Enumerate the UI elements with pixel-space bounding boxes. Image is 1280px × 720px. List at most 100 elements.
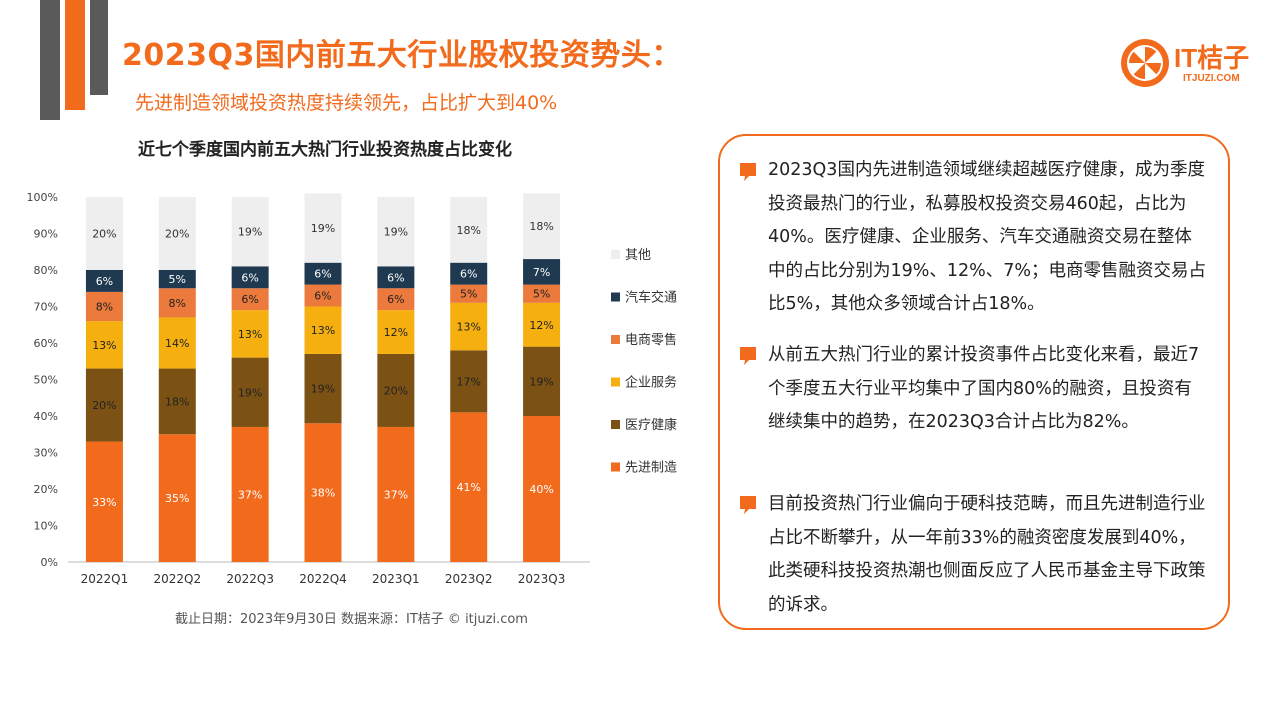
bar-segment bbox=[523, 416, 561, 562]
bar-value-label: 6% bbox=[460, 268, 477, 281]
x-tick-label: 2023Q3 bbox=[518, 572, 566, 586]
bar-segment bbox=[85, 368, 123, 442]
bar-segment bbox=[85, 291, 123, 322]
legend-label: 电商零售 bbox=[625, 332, 677, 348]
bar-value-label: 14% bbox=[165, 337, 189, 350]
bar-segment bbox=[85, 321, 123, 369]
x-tick-label: 2023Q1 bbox=[372, 572, 420, 586]
panel-paragraph-3: 目前投资热门行业偏向于硬科技范畴，而且先进制造行业占比不断攀升，从一年前33%的… bbox=[768, 494, 1206, 615]
bar-value-label: 6% bbox=[387, 293, 404, 306]
bar-segment bbox=[450, 262, 488, 285]
bar-value-label: 19% bbox=[238, 226, 262, 239]
bar-value-label: 12% bbox=[529, 319, 553, 332]
y-tick-label: 100% bbox=[27, 191, 58, 204]
bar-segment bbox=[85, 441, 123, 562]
x-tick-label: 2022Q3 bbox=[226, 572, 274, 586]
panel-paragraph-1: 2023Q3国内先进制造领域继续超越医疗健康，成为季度投资最热门的行业，私募股权… bbox=[768, 160, 1207, 314]
bar-value-label: 6% bbox=[387, 271, 404, 284]
bar-value-label: 37% bbox=[238, 488, 262, 501]
bar-segment bbox=[231, 266, 269, 289]
bar-value-label: 35% bbox=[165, 492, 189, 505]
bar-value-label: 6% bbox=[241, 293, 258, 306]
bar-value-label: 19% bbox=[238, 386, 262, 399]
legend-swatch bbox=[611, 462, 620, 472]
panel-paragraph-2: 从前五大热门行业的累计投资事件占比变化来看，最近7个季度五大行业平均集中了国内8… bbox=[768, 345, 1200, 432]
info-panel: 2023Q3国内先进制造领域继续超越医疗健康，成为季度投资最热门的行业，私募股权… bbox=[718, 134, 1230, 630]
legend-label: 先进制造 bbox=[625, 461, 677, 476]
decor-bar-middle bbox=[65, 0, 85, 110]
bar-segment bbox=[450, 302, 488, 351]
legend-label: 企业服务 bbox=[625, 375, 677, 391]
legend-swatch bbox=[611, 377, 620, 387]
legend-swatch bbox=[611, 335, 620, 344]
bar-segment bbox=[158, 317, 196, 369]
decor-bar-right bbox=[90, 0, 108, 95]
y-tick-label: 0% bbox=[41, 556, 58, 569]
y-tick-label: 60% bbox=[34, 337, 58, 350]
y-tick-label: 70% bbox=[34, 301, 58, 314]
bar-value-label: 19% bbox=[384, 226, 408, 239]
chart-title: 近七个季度国内前五大热门行业投资热度占比变化 bbox=[138, 140, 512, 160]
bar-segment bbox=[158, 288, 196, 318]
bar-value-label: 19% bbox=[529, 375, 553, 388]
bar-segment bbox=[523, 284, 561, 303]
bar-segment bbox=[85, 270, 123, 292]
bar-segment bbox=[377, 310, 415, 354]
bar-value-label: 13% bbox=[456, 321, 480, 334]
y-tick-label: 50% bbox=[34, 374, 58, 387]
bar-segment bbox=[231, 357, 269, 427]
bar-value-label: 6% bbox=[314, 268, 331, 281]
bar-value-label: 7% bbox=[533, 266, 550, 279]
bar-value-label: 33% bbox=[92, 496, 116, 509]
legend-swatch bbox=[611, 420, 620, 429]
bar-value-label: 13% bbox=[238, 328, 262, 341]
bar-segment bbox=[304, 284, 342, 307]
bar-value-label: 20% bbox=[92, 399, 116, 412]
speech-bubble-icon bbox=[740, 496, 756, 514]
bar-value-label: 19% bbox=[311, 222, 335, 235]
x-tick-label: 2023Q2 bbox=[445, 572, 493, 586]
x-tick-label: 2022Q2 bbox=[153, 572, 201, 586]
bar-segment bbox=[231, 197, 269, 267]
bar-segment bbox=[231, 288, 269, 311]
bar-value-label: 20% bbox=[92, 228, 116, 241]
bar-segment bbox=[304, 353, 342, 424]
bar-value-label: 37% bbox=[384, 488, 408, 501]
legend-label: 汽车交通 bbox=[625, 290, 677, 306]
logo-url: ITJUZI.COM bbox=[1183, 73, 1240, 84]
bar-value-label: 5% bbox=[460, 288, 477, 301]
bar-segment bbox=[450, 284, 488, 303]
bar-value-label: 13% bbox=[92, 339, 116, 352]
bar-segment bbox=[158, 197, 196, 270]
bar-value-label: 41% bbox=[456, 481, 480, 494]
bar-value-label: 12% bbox=[384, 326, 408, 339]
logo-name: IT桔子 bbox=[1174, 43, 1250, 73]
bar-segment bbox=[377, 266, 415, 289]
bar-value-label: 17% bbox=[456, 375, 480, 388]
bar-value-label: 13% bbox=[311, 324, 335, 337]
legend-label: 医疗健康 bbox=[625, 417, 677, 433]
bar-value-label: 20% bbox=[165, 228, 189, 241]
page-subtitle: 先进制造领域投资热度持续领先，占比扩大到40% bbox=[135, 92, 558, 114]
bar-value-label: 18% bbox=[529, 220, 553, 233]
bar-value-label: 18% bbox=[456, 224, 480, 237]
y-tick-label: 40% bbox=[34, 410, 58, 423]
speech-bubble-icon bbox=[740, 347, 756, 365]
x-tick-label: 2022Q1 bbox=[81, 572, 129, 586]
bar-segment bbox=[523, 346, 561, 416]
bar-segment bbox=[304, 262, 342, 285]
page-title: 2023Q3国内前五大行业股权投资势头： bbox=[122, 38, 682, 73]
bar-value-label: 6% bbox=[96, 275, 113, 288]
bar-segment bbox=[304, 193, 342, 263]
bar-value-label: 18% bbox=[165, 395, 189, 408]
stacked-bar-chart: 0% 10% 20% 30% 40% 50% 60% 70% 80% 90% 100% 33% 20% 1… bbox=[27, 191, 677, 586]
bar-value-label: 5% bbox=[533, 288, 550, 301]
bar-segment bbox=[377, 426, 415, 562]
bar-segment bbox=[377, 197, 415, 267]
bar-segment bbox=[377, 288, 415, 311]
bar-segment bbox=[450, 350, 488, 413]
bar-segment bbox=[377, 353, 415, 427]
bar-segment bbox=[523, 259, 561, 285]
bar-value-label: 6% bbox=[314, 290, 331, 303]
speech-bubble-icon bbox=[740, 163, 756, 181]
